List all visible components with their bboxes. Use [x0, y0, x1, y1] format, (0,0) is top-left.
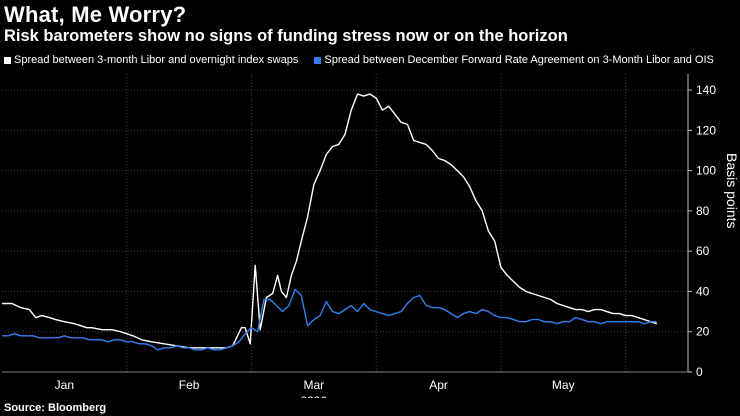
y-tick-label-20: 20	[696, 325, 710, 339]
series-line-0	[2, 93, 658, 349]
source-note: Source: Bloomberg	[4, 402, 107, 414]
x-tick-label-may: May	[552, 378, 575, 392]
legend: Spread between 3-month Libor and overnig…	[4, 54, 714, 66]
month-separators	[126, 74, 627, 372]
x-tick-label-mar: Mar	[303, 378, 324, 392]
y-tick-label-60: 60	[696, 244, 710, 258]
x-tick-label-apr: Apr	[429, 378, 448, 392]
x-year-label: 2020	[300, 394, 327, 398]
y-tick-label-140: 140	[696, 83, 716, 97]
y-axis-label: Basis points	[724, 153, 740, 228]
legend-label-libor-ois: Spread between 3-month Libor and overnig…	[14, 54, 299, 66]
y-tick-label-40: 40	[696, 284, 710, 298]
y-tick-label-0: 0	[696, 365, 703, 379]
legend-item-fra-ois: Spread between December Forward Rate Agr…	[314, 54, 714, 66]
legend-swatch-white	[4, 56, 11, 64]
legend-item-libor-ois: Spread between 3-month Libor and overnig…	[4, 54, 298, 66]
grid	[2, 89, 688, 373]
y-tick-label-100: 100	[696, 164, 716, 178]
y-tick-label-120: 120	[696, 123, 716, 137]
legend-label-fra-ois: Spread between December Forward Rate Agr…	[324, 54, 714, 66]
series-line-1	[2, 288, 657, 351]
legend-swatch-blue	[314, 56, 322, 64]
x-tick-label-feb: Feb	[179, 378, 200, 392]
y-axis: 0 20 40 60 80 100 120 140	[687, 74, 716, 379]
x-axis: Jan Feb Mar Apr May 2020	[2, 371, 688, 398]
series-lines	[2, 93, 658, 351]
line-chart: 0 20 40 60 80 100 120 140 Jan Feb Mar Apr May 2020 B…	[2, 74, 740, 398]
x-tick-label-jan: Jan	[55, 378, 74, 392]
chart-subtitle: Risk barometers show no signs of funding…	[4, 27, 568, 45]
y-tick-label-80: 80	[696, 204, 710, 218]
chart-title: What, Me Worry?	[4, 2, 187, 27]
